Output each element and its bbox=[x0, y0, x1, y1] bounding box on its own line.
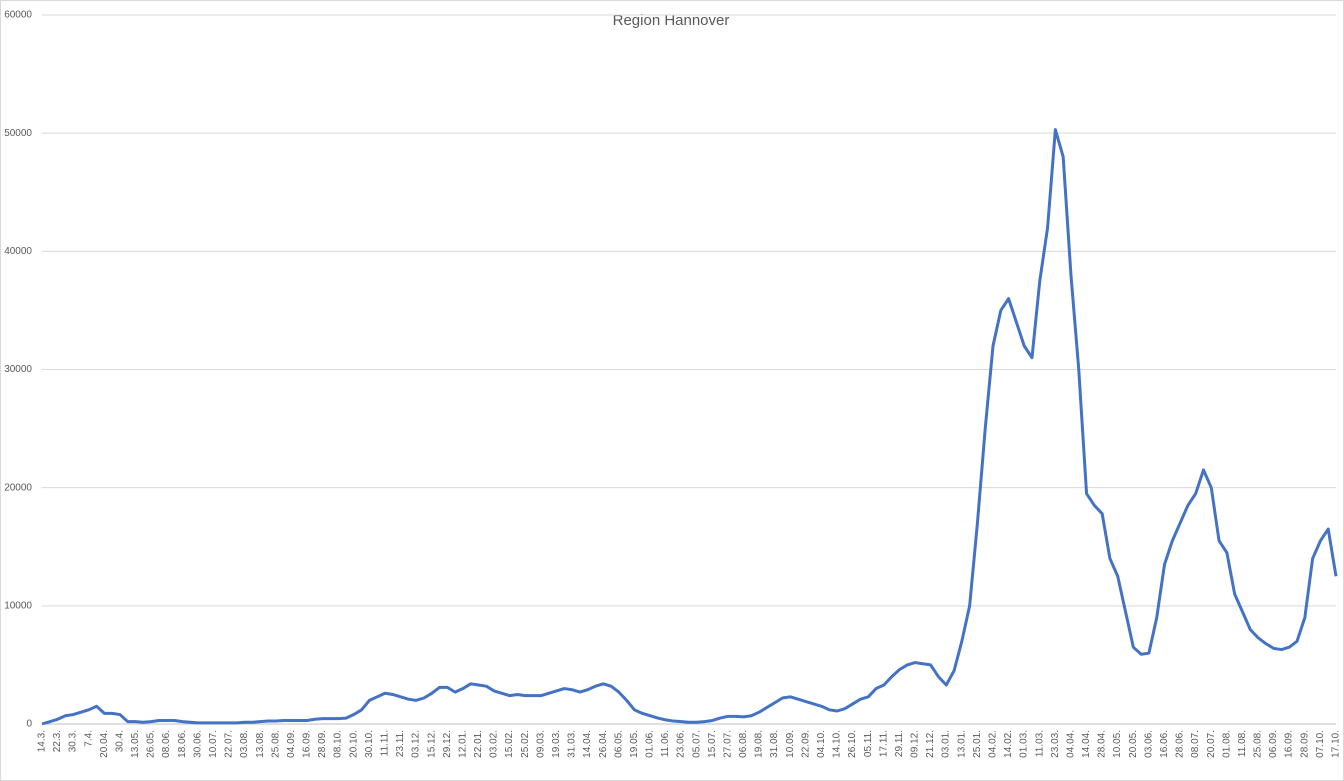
x-tick-label: 11.03. bbox=[1034, 730, 1045, 757]
x-tick-label: 08.10. bbox=[333, 730, 344, 758]
x-tick-label: 23.11. bbox=[395, 730, 406, 757]
x-tick-label: 25.01. bbox=[972, 730, 983, 758]
x-tick-label: 16.06. bbox=[1159, 730, 1170, 758]
y-tick-label: 0 bbox=[26, 719, 32, 730]
x-tick-label: 15.02. bbox=[504, 730, 515, 758]
x-tick-label: 01.03. bbox=[1019, 730, 1030, 758]
x-tick-label: 22.07. bbox=[224, 730, 235, 758]
x-tick-label: 06.09. bbox=[1268, 730, 1279, 758]
x-tick-label: 22.01. bbox=[473, 730, 484, 758]
x-tick-label: 14.04. bbox=[582, 730, 593, 758]
x-tick-label: 15.07. bbox=[707, 730, 718, 758]
x-tick-label: 10.07. bbox=[208, 730, 219, 758]
x-tick-label: 05.07. bbox=[691, 730, 702, 758]
x-tick-label: 27.07. bbox=[722, 730, 733, 758]
x-tick-label: 14.3. bbox=[37, 730, 48, 752]
x-tick-label: 01.06. bbox=[645, 730, 656, 758]
x-tick-label: 25.02. bbox=[520, 730, 531, 758]
x-tick-label: 11.06. bbox=[660, 730, 671, 757]
x-tick-label: 17.11. bbox=[878, 730, 889, 757]
x-tick-label: 23.06. bbox=[676, 730, 687, 758]
y-tick-label: 40000 bbox=[4, 246, 32, 257]
x-tick-label: 10.05. bbox=[1112, 730, 1123, 758]
x-tick-label: 19.08. bbox=[754, 730, 765, 758]
x-tick-label: 22.3. bbox=[52, 730, 63, 752]
x-tick-label: 29.11. bbox=[894, 730, 905, 757]
x-tick-label: 04.09. bbox=[286, 730, 297, 758]
x-tick-label: 09.12. bbox=[910, 730, 921, 758]
x-tick-label: 07.10. bbox=[1315, 730, 1326, 758]
x-tick-label: 04.02. bbox=[988, 730, 999, 758]
x-tick-label: 15.12. bbox=[426, 730, 437, 758]
x-tick-label: 16.09. bbox=[302, 730, 313, 758]
y-tick-label: 30000 bbox=[4, 364, 32, 375]
x-tick-label: 08.07. bbox=[1190, 730, 1201, 758]
x-tick-label: 14.04. bbox=[1081, 730, 1092, 758]
x-tick-label: 7.4. bbox=[83, 730, 94, 747]
x-tick-label: 31.08. bbox=[769, 730, 780, 758]
x-tick-label: 13.08. bbox=[255, 730, 266, 758]
x-tick-label: 03.12. bbox=[411, 730, 422, 758]
x-tick-label: 30.06. bbox=[192, 730, 203, 758]
y-tick-label: 60000 bbox=[4, 10, 32, 21]
x-tick-label: 09.03. bbox=[535, 730, 546, 758]
x-tick-label: 23.03. bbox=[1050, 730, 1061, 758]
x-tick-label: 30.4. bbox=[114, 730, 125, 752]
x-tick-label: 03.06. bbox=[1143, 730, 1154, 758]
x-tick-label: 12.01. bbox=[457, 730, 468, 758]
y-tick-label: 20000 bbox=[4, 482, 32, 493]
x-tick-label: 21.12. bbox=[925, 730, 936, 758]
x-tick-label: 06.08. bbox=[738, 730, 749, 758]
x-tick-label: 26.10. bbox=[847, 730, 858, 758]
x-tick-label: 05.11. bbox=[863, 730, 874, 757]
x-tick-label: 06.05. bbox=[613, 730, 624, 758]
x-tick-label: 20.07. bbox=[1206, 730, 1217, 758]
x-tick-label: 01.08. bbox=[1221, 730, 1232, 758]
chart-title: Region Hannover bbox=[613, 12, 730, 29]
x-tick-label: 16.09. bbox=[1284, 730, 1295, 758]
x-tick-label: 10.09. bbox=[785, 730, 796, 758]
x-tick-label: 28.04. bbox=[1097, 730, 1108, 758]
x-tick-label: 14.10. bbox=[832, 730, 843, 758]
x-tick-label: 19.03. bbox=[551, 730, 562, 758]
x-tick-label: 13.05. bbox=[130, 730, 141, 758]
x-tick-label: 14.02. bbox=[1003, 730, 1014, 758]
x-tick-label: 28.09. bbox=[1299, 730, 1310, 758]
x-tick-label: 28.09. bbox=[317, 730, 328, 758]
x-tick-label: 30.3. bbox=[68, 730, 79, 752]
x-tick-label: 11.11. bbox=[379, 730, 390, 756]
x-tick-label: 04.04. bbox=[1065, 730, 1076, 758]
x-tick-label: 30.10. bbox=[364, 730, 375, 758]
x-tick-label: 03.01. bbox=[941, 730, 952, 758]
y-tick-label: 10000 bbox=[4, 600, 32, 611]
x-tick-label: 20.04. bbox=[99, 730, 110, 758]
x-tick-label: 04.10. bbox=[816, 730, 827, 758]
x-tick-label: 25.08. bbox=[270, 730, 281, 758]
x-tick-label: 28.06. bbox=[1175, 730, 1186, 758]
data-line bbox=[41, 128, 1338, 726]
x-tick-label: 13.01. bbox=[956, 730, 967, 758]
y-tick-label: 50000 bbox=[4, 128, 32, 139]
x-tick-label: 17.10. bbox=[1331, 730, 1342, 758]
x-tick-label: 03.08. bbox=[239, 730, 250, 758]
x-tick-label: 26.04. bbox=[598, 730, 609, 758]
x-tick-label: 19.05. bbox=[629, 730, 640, 758]
x-tick-label: 26.05. bbox=[146, 730, 157, 758]
x-tick-label: 18.06. bbox=[177, 730, 188, 758]
x-tick-label: 08.06. bbox=[161, 730, 172, 758]
x-tick-label: 25.08. bbox=[1253, 730, 1264, 758]
x-tick-label: 29.12. bbox=[442, 730, 453, 758]
x-tick-label: 31.03. bbox=[567, 730, 578, 758]
x-tick-label: 11.08. bbox=[1237, 730, 1248, 757]
x-tick-label: 22.09. bbox=[800, 730, 811, 758]
x-tick-label: 03.02. bbox=[489, 730, 500, 758]
x-tick-label: 20.10. bbox=[348, 730, 359, 758]
x-tick-label: 20.05. bbox=[1128, 730, 1139, 758]
